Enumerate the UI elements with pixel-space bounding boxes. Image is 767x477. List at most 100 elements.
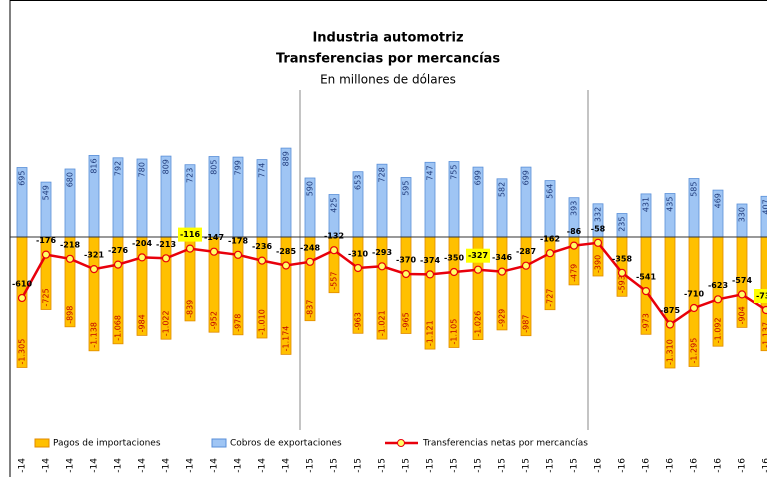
net-value-label: -86 [567,227,582,236]
export-value-label: 816 [90,158,99,173]
net-point [665,320,675,329]
net-point [401,269,411,279]
net-point [185,244,195,253]
net-point [41,250,51,259]
x-tick-label: -14 [282,458,292,473]
net-point [161,254,171,263]
import-value-label: -1.010 [258,309,267,335]
x-tick-label: -16 [738,458,748,473]
net-value-label: -248 [300,243,320,252]
export-value-label: 653 [354,175,363,190]
export-value-label: 469 [714,193,723,208]
import-value-label: -557 [330,272,339,290]
import-value-label: -1.105 [450,319,459,345]
net-point [521,261,531,270]
export-value-label: 774 [258,163,267,178]
net-value-label: -730 [756,292,767,301]
net-point [281,261,291,270]
export-value-label: 431 [642,197,651,212]
net-point [569,241,579,250]
import-value-label: -1.022 [162,310,171,336]
export-value-label: 407 [762,199,767,214]
import-value-label: -904 [738,306,747,324]
net-value-label: -310 [348,250,368,259]
import-value-label: -965 [402,312,411,330]
net-point [761,305,767,315]
export-value-label: 747 [426,165,435,180]
net-point [353,263,363,273]
export-value-label: 585 [690,182,699,197]
export-value-label: 699 [522,170,531,185]
unit-label: En millones de dólares [320,73,456,87]
net-value-label: -276 [108,246,128,255]
import-value-label: -978 [234,314,243,332]
export-value-label: 805 [210,160,219,175]
x-tick-label: -15 [378,458,388,473]
net-value-label: -293 [372,248,392,257]
export-value-label: 330 [738,207,747,222]
import-value-label: -1.295 [690,338,699,364]
import-value-label: -1.092 [714,317,723,343]
net-point [209,247,219,256]
export-value-label: 549 [42,185,51,200]
net-point [449,267,459,277]
net-point [593,238,603,247]
net-value-label: -147 [204,233,224,242]
export-value-label: 595 [402,181,411,196]
x-tick-label: -15 [522,458,532,473]
net-value-label: -358 [612,254,632,263]
net-point [137,253,147,262]
x-tick-label: -15 [354,458,364,473]
net-point [113,260,123,269]
x-tick-label: -15 [402,458,412,473]
x-tick-label: -16 [618,458,628,473]
x-tick-label: -16 [690,458,700,473]
import-value-label: -987 [522,315,531,333]
net-point [233,250,243,259]
import-value-label: -1.310 [666,339,675,365]
x-tick-label: -15 [450,458,460,473]
x-tick-label: -15 [546,458,556,473]
x-tick-label: -14 [138,458,148,473]
chart-subtitle: Transferencias por mercancías [276,52,500,67]
legend-swatch [34,438,50,448]
x-tick-label: -14 [90,458,100,473]
export-value-label: 889 [282,151,291,166]
x-tick-label: -16 [762,458,767,473]
export-value-label: 799 [234,160,243,175]
x-tick-label: -14 [210,458,220,473]
net-value-label: -574 [732,276,752,285]
net-value-label: -346 [492,253,512,262]
net-value-label: -623 [708,281,728,290]
import-value-label: -593 [618,275,627,293]
net-value-label: -710 [684,290,704,299]
net-value-label: -327 [468,251,488,260]
export-value-label: 582 [498,182,507,197]
import-value-label: -1.026 [474,311,483,337]
import-value-label: -984 [138,314,147,332]
net-point [377,262,387,271]
net-point [737,290,747,299]
net-point [473,265,483,274]
import-value-label: -725 [42,288,51,306]
import-value-label: -390 [594,255,603,273]
net-value-label: -285 [276,247,296,256]
x-tick-label: -14 [114,458,124,473]
export-value-label: 590 [306,181,315,196]
export-value-label: 393 [570,201,579,216]
legend-swatch [211,438,227,448]
import-value-label: -839 [186,300,195,318]
net-value-label: -204 [132,239,152,248]
import-value-label: -973 [642,313,651,331]
x-tick-label: -15 [570,458,580,473]
x-tick-label: -15 [330,458,340,473]
legend-marker [397,439,405,447]
import-value-label: -1.068 [114,315,123,341]
net-value-label: -236 [252,242,272,251]
import-value-label: -1.021 [378,310,387,336]
export-value-label: 780 [138,162,147,177]
net-point [17,293,27,303]
import-value-label: -1.305 [18,339,27,365]
export-value-label: 695 [18,171,27,186]
net-value-label: -610 [12,280,32,289]
